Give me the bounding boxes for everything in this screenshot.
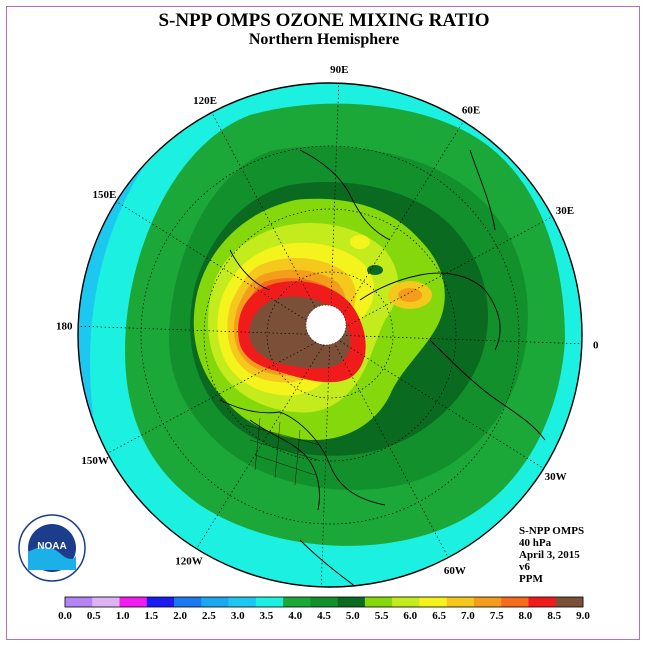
colorbar-swatch	[65, 597, 93, 607]
colorbar-swatch	[255, 597, 284, 607]
page-title: S-NPP OMPS OZONE MIXING RATIO	[158, 10, 490, 31]
colorbar-swatch	[119, 597, 148, 607]
colorbar-tick-label: 3.5	[260, 610, 274, 622]
state-borders	[244, 417, 321, 486]
local-maximum-core	[398, 288, 422, 302]
longitude-label: 180	[56, 321, 73, 333]
info-date: April 3, 2015	[519, 549, 580, 561]
lake-marker	[367, 265, 383, 275]
colorbar-tick-label: 1.0	[116, 610, 130, 622]
colorbar-swatch	[364, 597, 393, 607]
colorbar-tick-label: 3.0	[231, 610, 245, 622]
colorbar-tick-label: 2.0	[173, 610, 187, 622]
longitude-label: 120E	[193, 95, 217, 107]
colorbar-tick-label: 4.0	[288, 610, 302, 622]
local-maximum-small	[350, 235, 370, 249]
colorbar-swatch	[446, 597, 475, 607]
longitude-label: 150W	[81, 455, 109, 467]
longitude-label: 30E	[556, 205, 574, 217]
plot-frame	[6, 6, 640, 640]
longitude-label: 90E	[330, 64, 348, 76]
info-level: 40 hPa	[519, 537, 552, 549]
longitude-label: 0	[593, 339, 599, 351]
longitude-label: 60W	[444, 565, 466, 577]
colorbar-swatch	[283, 597, 311, 607]
info-units: PPM	[519, 573, 543, 585]
colorbar-tick-label: 9.0	[576, 610, 590, 622]
colorbar-tick-label: 5.5	[375, 610, 389, 622]
colorbar-outline	[64, 596, 584, 608]
colorbar-tick-label: 5.0	[346, 610, 360, 622]
colorbar-tick-label: 0.5	[87, 610, 101, 622]
info-block: S-NPP OMPS 40 hPa April 3, 2015 v6 PPM	[519, 525, 584, 585]
polar-no-data-edge	[305, 304, 347, 346]
colorbar-swatch	[473, 597, 502, 607]
colorbar-tick-label: 8.5	[547, 610, 561, 622]
colorbar-tick-label: 2.5	[202, 610, 216, 622]
longitude-label: 120W	[175, 556, 203, 568]
colorbar-tick-label: 1.5	[144, 610, 158, 622]
colorbar-tick-label: 4.5	[317, 610, 331, 622]
colorbar-tick-label: 0.0	[58, 610, 72, 622]
info-version: v6	[519, 561, 530, 573]
coastlines	[219, 149, 546, 587]
colorbar-swatch	[228, 597, 257, 607]
longitude-labels: 90E60E30E030W60W90W120W150W180150E120E	[56, 64, 599, 608]
colorbar-swatch	[419, 597, 447, 607]
page-subtitle: Northern Hemisphere	[248, 31, 400, 48]
logo-text: NOAA	[37, 541, 66, 552]
colorbar-swatch	[337, 597, 366, 607]
colorbar-swatch	[310, 597, 338, 607]
polar-no-data	[306, 305, 346, 345]
colorbar-tick-label: 6.0	[403, 610, 417, 622]
colorbar-swatch	[92, 597, 120, 607]
colorbar-tick-label: 6.5	[432, 610, 446, 622]
colorbar-swatch	[392, 597, 420, 607]
info-instrument: S-NPP OMPS	[519, 525, 585, 537]
colorbar-tick-label: 8.0	[519, 610, 533, 622]
noaa-logo-icon: NOAA	[18, 514, 86, 582]
colorbar-swatch	[174, 597, 202, 607]
graticule	[78, 83, 582, 587]
colorbar-swatch	[146, 597, 175, 607]
longitude-label: 150E	[92, 189, 116, 201]
ozone-field	[78, 83, 582, 587]
colorbar-tick-label: 7.0	[461, 610, 475, 622]
colorbar: 0.0 0.5 1.0 1.5 2.0 2.5 3.0 3.5 4.0 4.5 5.0 5.5 6.0 6…	[58, 596, 590, 622]
longitude-label: 60E	[462, 104, 480, 116]
colorbar-tick-label: 7.5	[490, 610, 504, 622]
colorbar-swatch	[201, 597, 229, 607]
colorbar-swatch	[501, 597, 529, 607]
colorbar-swatch	[528, 597, 557, 607]
longitude-label: 30W	[545, 471, 567, 483]
colorbar-swatch	[555, 597, 584, 607]
map-border	[77, 82, 583, 588]
